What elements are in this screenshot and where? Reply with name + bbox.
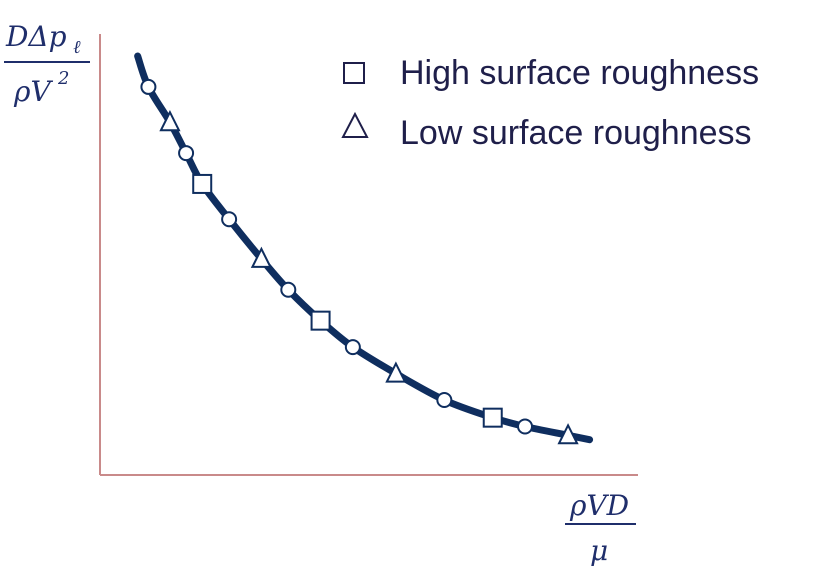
triangle-marker-0 <box>159 109 181 132</box>
legend-triangle-marker <box>341 111 369 138</box>
y-label-denominator: ρV <box>13 75 53 108</box>
y-label-numerator-subscript: ℓ <box>73 37 81 58</box>
triangle-marker-1 <box>250 246 273 268</box>
y-label-denominator-superscript: 2 <box>57 68 69 89</box>
square-marker-0 <box>192 173 213 194</box>
circle-marker-4 <box>344 339 361 356</box>
legend: High surface roughness Low surface rough… <box>341 54 759 152</box>
circle-marker-2 <box>221 211 238 228</box>
square-marker-1 <box>310 310 331 331</box>
legend-label-low: Low surface roughness <box>400 114 752 152</box>
legend-square-marker <box>343 62 365 84</box>
x-axis-label: ρVD μ <box>565 489 636 567</box>
circle-marker-0 <box>140 78 157 95</box>
y-label-numerator: DΔp <box>5 20 67 53</box>
x-label-numerator: ρVD <box>569 489 629 522</box>
circle-marker-6 <box>517 418 534 435</box>
square-marker-2 <box>482 407 503 428</box>
circle-marker-5 <box>436 392 453 409</box>
y-axis-label: DΔp ℓ ρV 2 <box>4 20 90 108</box>
x-label-denominator: μ <box>590 534 608 567</box>
data-markers <box>140 78 579 445</box>
legend-label-high: High surface roughness <box>400 54 759 92</box>
triangle-marker-3 <box>557 423 579 445</box>
fit-curve <box>134 52 594 444</box>
triangle-marker-2 <box>385 361 407 383</box>
circle-marker-3 <box>280 281 297 298</box>
circle-marker-1 <box>178 145 195 162</box>
